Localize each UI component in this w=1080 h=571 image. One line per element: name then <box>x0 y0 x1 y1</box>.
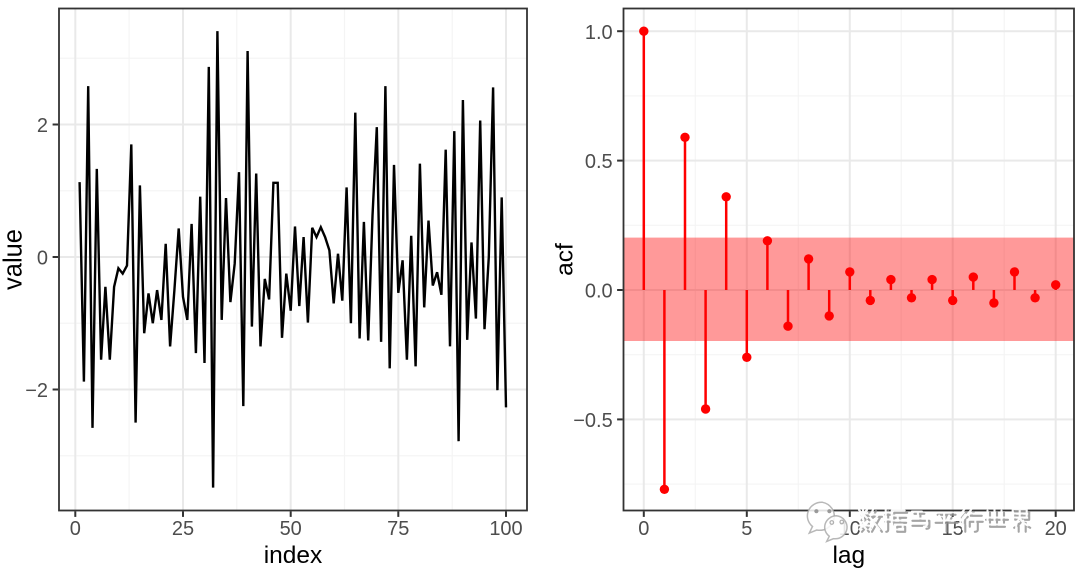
svg-text:0.0: 0.0 <box>585 281 613 303</box>
svg-text:25: 25 <box>172 518 194 540</box>
svg-text:2: 2 <box>37 115 48 137</box>
svg-text:index: index <box>264 542 323 569</box>
svg-text:5: 5 <box>741 518 752 540</box>
svg-text:20: 20 <box>1045 518 1067 540</box>
svg-text:acf: acf <box>552 243 579 276</box>
svg-text:−2: −2 <box>25 380 48 402</box>
svg-text:75: 75 <box>387 518 409 540</box>
svg-text:value: value <box>0 229 28 290</box>
svg-text:0: 0 <box>638 518 649 540</box>
svg-text:−0.5: −0.5 <box>573 410 612 432</box>
svg-text:50: 50 <box>280 518 302 540</box>
svg-text:1.0: 1.0 <box>585 22 613 44</box>
svg-text:0: 0 <box>37 248 48 270</box>
svg-text:0: 0 <box>70 518 81 540</box>
svg-text:100: 100 <box>489 518 522 540</box>
svg-text:0.5: 0.5 <box>585 151 613 173</box>
svg-text:lag: lag <box>832 542 865 569</box>
